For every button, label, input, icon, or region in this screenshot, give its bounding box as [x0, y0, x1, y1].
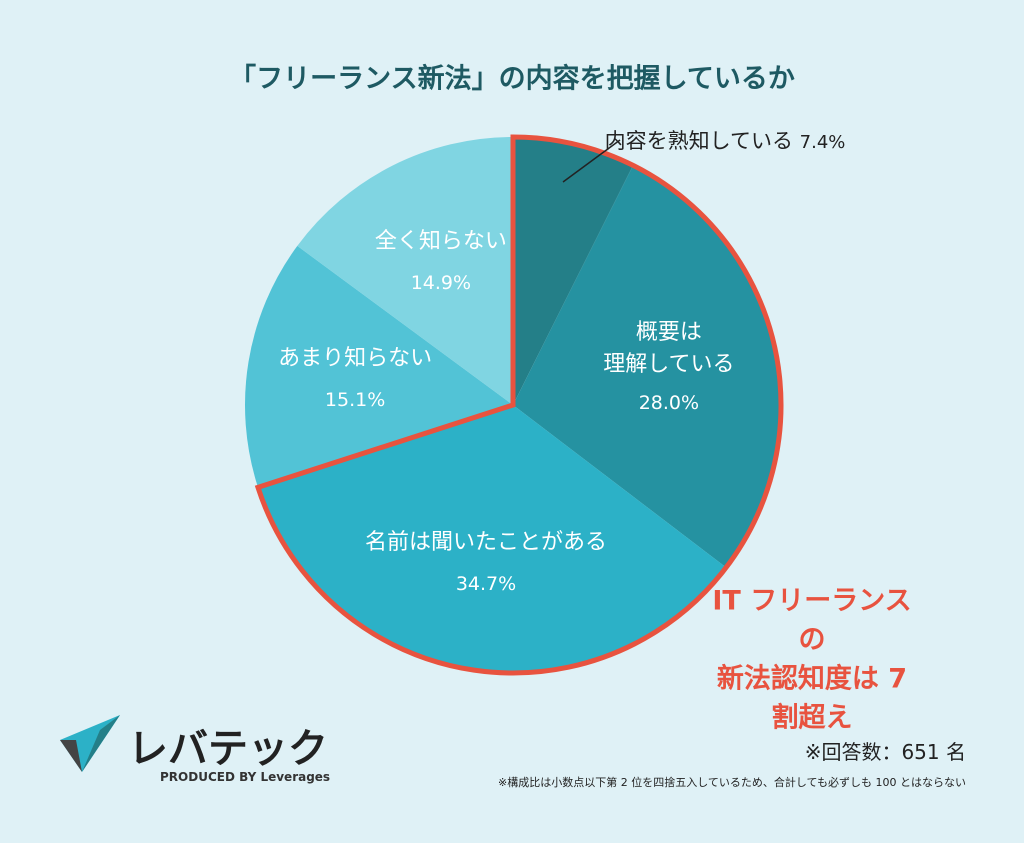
- category-label: 全く知らない: [374, 229, 507, 255]
- logo-shape: [82, 715, 120, 772]
- value-label: 28.0%: [638, 392, 700, 415]
- respondents: ※回答数：651 名: [804, 740, 966, 764]
- slice: [513, 137, 634, 405]
- logo-shape: [60, 740, 82, 772]
- slice: [257, 405, 727, 673]
- slice-label: 内容を熟知している 7.4%: [605, 126, 846, 156]
- value-label: 15.1%: [324, 389, 386, 412]
- note: ※構成比は小数点以下第 2 位を四捨五入しているため、合計しても必ずしも 100…: [498, 776, 966, 789]
- leader-line: [562, 139, 621, 183]
- producer: PRODUCED BY Leverages: [160, 770, 331, 784]
- category-label: 内容を熟知している: [604, 128, 793, 153]
- highlight-outline: [254, 134, 784, 676]
- logo: レバテック: [128, 726, 328, 772]
- value-label: 14.9%: [410, 272, 472, 295]
- chart-title: 「フリーランス新法」の内容を把握しているか: [229, 63, 795, 95]
- slice: [297, 137, 513, 405]
- value-label: 34.7%: [455, 572, 517, 595]
- value-label: 7.4%: [799, 131, 846, 153]
- annotation: IT フリーランスの 新法認知度は 7 割超え: [712, 585, 912, 735]
- category-label: 名前は聞いたことがある: [364, 529, 608, 555]
- category-label: あまり知らない: [278, 346, 433, 372]
- slice: [245, 245, 513, 488]
- pie: [245, 134, 784, 676]
- category-label: 概要は 理解している: [603, 320, 735, 377]
- slice: [513, 165, 781, 568]
